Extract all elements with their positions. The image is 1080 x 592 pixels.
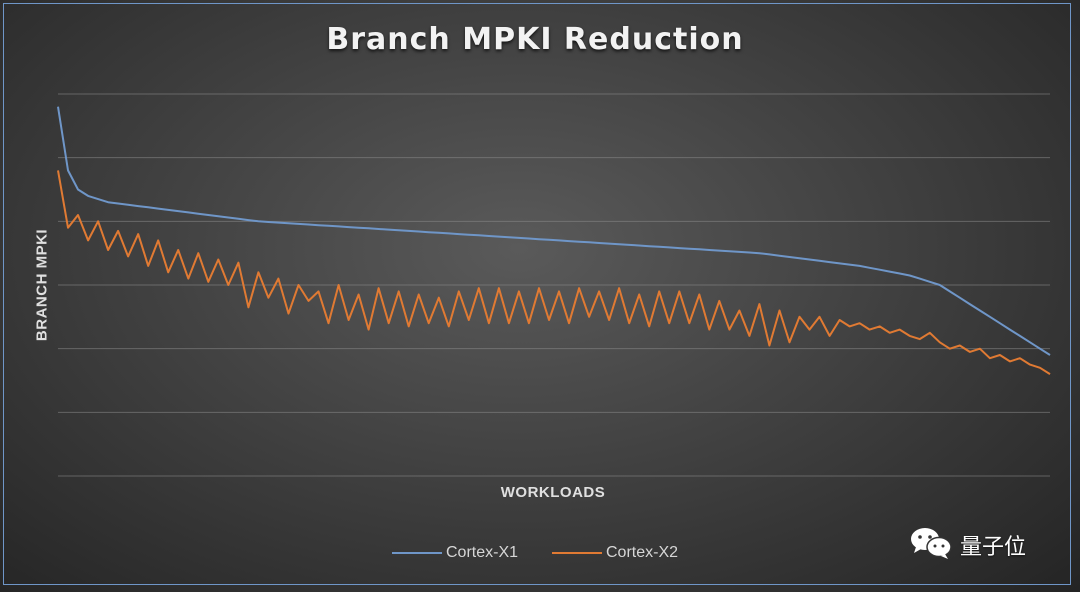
y-axis-label: BRANCH MPKI <box>33 228 51 342</box>
chart-title: Branch MPKI Reduction <box>326 22 744 57</box>
wechat-icon <box>908 526 954 564</box>
legend-swatch-cortex-x1 <box>392 552 442 554</box>
legend-label-cortex-x2: Cortex-X2 <box>606 544 679 561</box>
gridlines <box>58 93 1050 477</box>
x-axis-label: WORKLOADS <box>500 484 606 501</box>
watermark: 量子位 <box>908 526 1026 564</box>
legend-item-cortex-x2: Cortex-X2 <box>552 542 678 564</box>
series-line-cortex-x2 <box>57 170 1051 375</box>
watermark-text: 量子位 <box>960 535 1027 560</box>
legend-swatch-cortex-x2 <box>552 552 602 554</box>
series-line-cortex-x1 <box>57 106 1051 356</box>
legend-label-cortex-x1: Cortex-X1 <box>446 544 519 561</box>
legend-item-cortex-x1: Cortex-X1 <box>392 542 518 564</box>
